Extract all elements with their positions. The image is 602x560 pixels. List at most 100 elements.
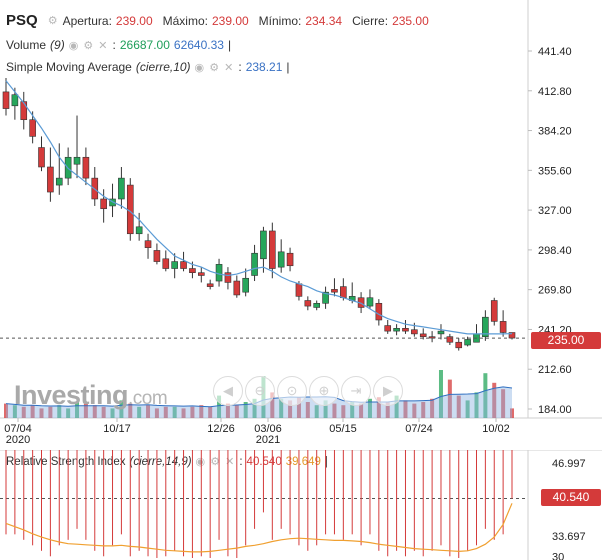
candle-up <box>277 251 285 268</box>
volume-bar <box>48 406 53 418</box>
volume-bar <box>403 400 408 418</box>
volume-bar <box>394 395 399 418</box>
volume-bar <box>341 405 346 418</box>
price-tick-label: 327.00 <box>538 205 572 217</box>
volume-bar <box>252 398 257 418</box>
candle-down <box>384 325 392 332</box>
volume-bar <box>483 373 488 418</box>
open-value: 239.00 <box>115 13 153 28</box>
candle-up <box>171 261 178 269</box>
volume-bar <box>12 405 17 418</box>
volume-bar <box>279 398 284 418</box>
volume-bar <box>314 405 319 418</box>
candle-down <box>82 156 90 179</box>
low-value: 234.34 <box>305 13 343 28</box>
volume-bar <box>39 408 44 418</box>
candle-down <box>286 252 294 267</box>
volume-bar <box>119 400 124 418</box>
volume-bar <box>217 395 222 418</box>
candle-down <box>446 336 454 343</box>
volume-bar <box>83 403 88 418</box>
high-value: 239.00 <box>211 13 249 28</box>
volume-bar <box>21 406 26 418</box>
candle-down <box>144 240 152 248</box>
symbol-name: PSQ <box>6 12 38 29</box>
eye-icon[interactable]: ◉ ⚙ ✕ <box>194 61 235 74</box>
candle-down <box>100 198 107 210</box>
candle-down <box>295 283 303 297</box>
candle-down <box>47 166 54 193</box>
candle-up <box>437 330 445 335</box>
candle-down <box>340 286 347 299</box>
next-icon[interactable]: ▶ <box>373 376 403 406</box>
open-label: Apertura: <box>62 13 112 28</box>
rsi-chart[interactable]: 46.997 33.697 30 <box>0 450 602 560</box>
volume-bar <box>146 405 151 418</box>
candle-down <box>233 280 241 296</box>
volume-bar <box>75 402 80 418</box>
candle-down <box>375 302 383 321</box>
high-label: Máximo: <box>162 13 208 28</box>
candle-down <box>180 261 187 269</box>
price-tick-label: 384.20 <box>538 126 572 138</box>
rsi-value-1: 40.540 <box>246 455 282 468</box>
time-tick-label: 10/02 <box>482 423 510 435</box>
time-tick-label: 07/04 <box>4 423 32 435</box>
price-tick-label: 184.00 <box>538 404 572 416</box>
price-tick-label: 441.40 <box>538 46 572 58</box>
volume-bar <box>190 406 195 418</box>
zoom-out-icon[interactable]: ⊖ <box>245 376 275 406</box>
candle-down <box>197 272 205 276</box>
volume-bar <box>270 392 275 418</box>
sma-value: 238.21 <box>245 60 283 74</box>
volume-bar <box>199 405 204 418</box>
volume-bar <box>510 408 514 418</box>
volume-bar <box>323 400 328 418</box>
rsi-tick-label: 46.997 <box>552 458 586 470</box>
candle-up <box>322 291 329 304</box>
candle-up <box>118 177 125 200</box>
rsi-tick-label: 33.697 <box>552 531 586 543</box>
eye-icon[interactable]: ◉ ⚙ ✕ <box>68 39 109 52</box>
candle-up <box>260 230 267 260</box>
volume-bar <box>57 405 62 418</box>
volume-bar <box>350 402 355 418</box>
time-tick-label: 12/26 <box>207 423 235 435</box>
candle-down <box>38 147 45 168</box>
candle-down <box>20 101 28 121</box>
time-tick-year: 2021 <box>256 434 280 446</box>
rsi-param: (cierre,14,9) <box>129 455 192 468</box>
volume-bar <box>181 408 186 418</box>
volume-bar <box>367 398 372 418</box>
volume-bar <box>92 405 97 418</box>
sma-param: (cierre,10) <box>135 60 191 74</box>
eye-icon[interactable]: ◉ ⚙ ✕ <box>195 456 236 468</box>
zoom-reset-icon[interactable]: ⊙ <box>277 376 307 406</box>
volume-bar <box>492 382 497 418</box>
time-tick-year: 2020 <box>6 434 30 446</box>
candle-up <box>11 94 19 107</box>
time-tick-label: 05/15 <box>329 423 357 435</box>
scroll-right-icon[interactable]: ⇥ <box>341 376 371 406</box>
sma-line <box>5 80 513 335</box>
candle-up <box>215 264 223 282</box>
zoom-in-icon[interactable]: ⊕ <box>309 376 339 406</box>
volume-bar <box>163 406 168 418</box>
volume-bar <box>4 403 8 418</box>
candle-down <box>162 258 170 269</box>
candle-up <box>393 328 400 332</box>
volume-bar <box>66 408 71 418</box>
prev-icon[interactable]: ◀ <box>213 376 243 406</box>
candle-down <box>499 321 507 333</box>
candle-down <box>490 300 498 322</box>
legend-controls-icon[interactable]: ⚙ <box>47 15 59 27</box>
candle-down <box>29 119 36 137</box>
close-value: 235.00 <box>392 13 429 28</box>
investing-logo: Investing.com <box>14 380 168 411</box>
volume-bar <box>234 405 239 418</box>
rsi-value-2: 39.649 <box>285 455 321 468</box>
candle-down <box>206 283 214 287</box>
candle-down <box>331 289 338 293</box>
volume-bar <box>154 408 159 418</box>
volume-bar <box>412 403 417 418</box>
